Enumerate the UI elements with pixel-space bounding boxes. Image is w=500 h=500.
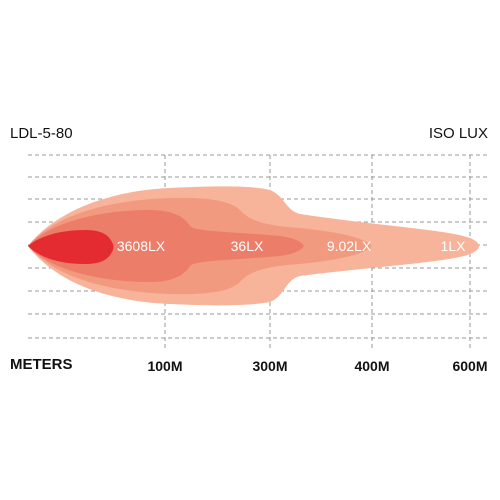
x-axis-label: METERS — [10, 356, 73, 373]
zone-label: 3608LX — [117, 238, 166, 254]
x-tick-label: 600M — [452, 358, 487, 374]
zone-label: 1LX — [441, 238, 467, 254]
x-tick-label: 100M — [147, 358, 182, 374]
zone-labels: 1LX 9.02LX 36LX 3608LX — [117, 238, 466, 254]
zone-3608lx — [28, 230, 114, 264]
x-tick-label: 300M — [252, 358, 287, 374]
zone-label: 9.02LX — [327, 238, 372, 254]
zone-label: 36LX — [231, 238, 264, 254]
chart-grid — [28, 154, 488, 350]
zone-36lx — [28, 210, 304, 282]
unit-label: ISO LUX — [428, 125, 488, 142]
model-label: LDL-5-80 — [10, 125, 73, 142]
x-tick-labels: 100M 300M 400M 600M — [147, 358, 487, 374]
beam-zones — [28, 186, 479, 306]
x-tick-label: 400M — [354, 358, 389, 374]
